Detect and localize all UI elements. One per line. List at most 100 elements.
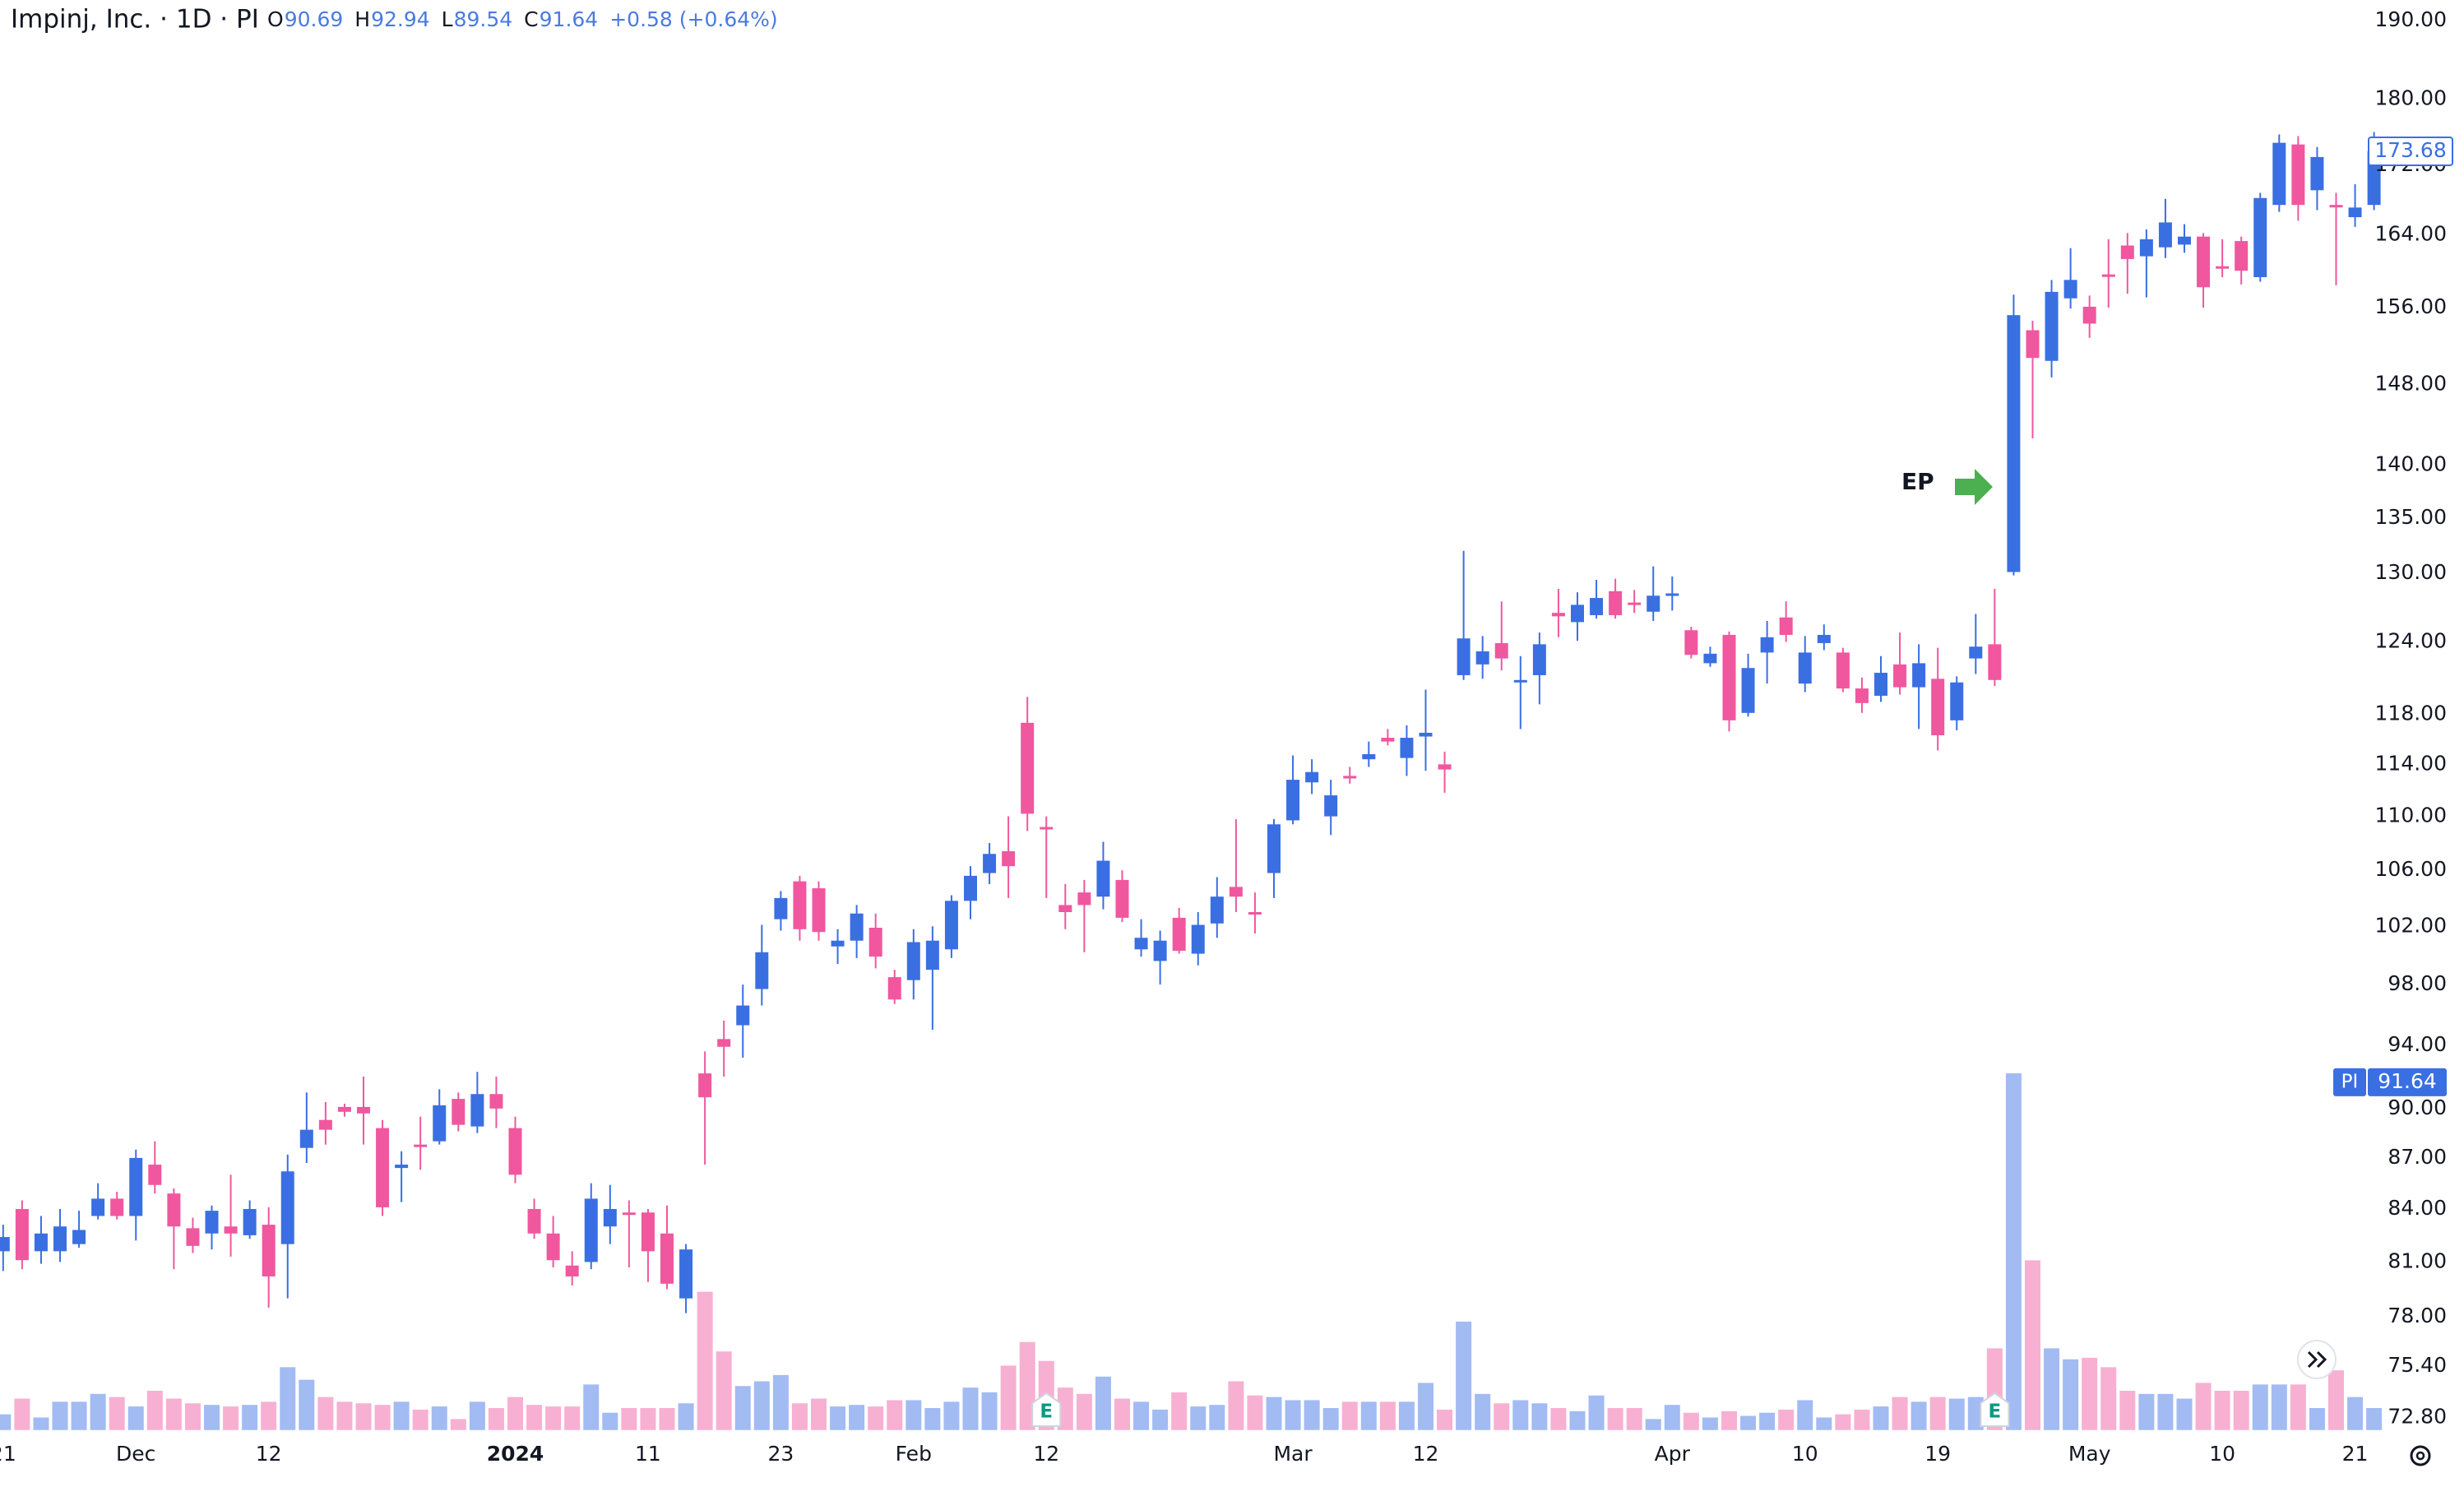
symbol-box <box>2333 1068 2366 1096</box>
volume-bar <box>1911 1401 1927 1430</box>
y-tick-label: 90.00 <box>2388 1096 2447 1119</box>
candle-body <box>1058 905 1072 913</box>
candle-body <box>906 942 920 980</box>
volume-bar <box>734 1386 751 1430</box>
candle-body <box>679 1249 693 1299</box>
volume-bar <box>1948 1398 1965 1430</box>
volume-bar <box>962 1387 979 1430</box>
candle-body <box>1836 652 1850 689</box>
candle-body <box>243 1209 257 1235</box>
volume-bar <box>2138 1393 2155 1430</box>
y-tick-label: 135.00 <box>2375 505 2447 529</box>
candle-body <box>1305 771 1319 783</box>
candle-body <box>1741 668 1755 713</box>
scroll-button[interactable] <box>2297 1340 2337 1379</box>
y-tick-label: 118.00 <box>2375 701 2447 725</box>
candle-body <box>1551 613 1565 617</box>
settings-icon[interactable] <box>2410 1445 2431 1466</box>
volume-bar <box>1721 1411 1737 1430</box>
candle-body <box>850 913 864 941</box>
volume-bar <box>2309 1408 2325 1430</box>
candle-body <box>963 875 977 901</box>
candle-body <box>1647 595 1660 612</box>
candle-body <box>262 1225 276 1276</box>
axes: EE190.00180.00172.00164.00156.00148.0014… <box>0 7 2453 1466</box>
volume-bar <box>507 1397 524 1430</box>
volume-bar <box>1494 1403 1510 1430</box>
volume-bar <box>1398 1401 1415 1430</box>
candle-body <box>944 901 958 950</box>
volume-bar <box>184 1403 201 1430</box>
candle-body <box>2177 236 2191 245</box>
volume-bar <box>1247 1395 1263 1430</box>
volume-bar <box>545 1406 562 1430</box>
candle-body <box>110 1198 124 1216</box>
price-label: 91.64 <box>2378 1069 2437 1093</box>
volume-bar <box>165 1398 182 1430</box>
candle-body <box>1817 634 1831 643</box>
volume-bar <box>1228 1381 1244 1430</box>
volume-bar <box>1114 1398 1130 1430</box>
candle-body <box>452 1099 465 1125</box>
candle-body <box>1873 673 1887 696</box>
volume-bar <box>1304 1400 1320 1430</box>
candle-body <box>1931 679 1945 735</box>
volume-bar <box>1797 1400 1813 1430</box>
volume-bar <box>1341 1401 1358 1430</box>
x-tick-label: 12 <box>1033 1442 1059 1466</box>
volume-bar <box>1626 1408 1642 1430</box>
symbol-label: PI <box>2341 1071 2359 1092</box>
x-tick-label: 21 <box>0 1442 16 1466</box>
y-tick-label: 110.00 <box>2375 804 2447 827</box>
candle-body <box>1628 602 1642 605</box>
last-price-box <box>2368 136 2453 166</box>
candle-body <box>2063 280 2077 299</box>
legend-value: 92.94 <box>371 7 430 31</box>
volume-bar <box>1437 1409 1453 1430</box>
volume-bar <box>1190 1406 1207 1430</box>
candle-body <box>34 1233 48 1252</box>
x-tick-label: 2024 <box>487 1442 544 1466</box>
volume-bar <box>678 1403 694 1430</box>
legend-value: 91.64 <box>540 7 599 31</box>
candle-body <box>1988 644 2002 680</box>
volume-bar <box>697 1291 713 1430</box>
settings-button[interactable] <box>2410 1445 2431 1466</box>
volume-bar <box>2024 1260 2040 1430</box>
candle-body <box>1532 644 1546 675</box>
candle-body <box>1760 637 1774 653</box>
candle-body <box>698 1073 712 1098</box>
candle-body <box>318 1119 332 1130</box>
y-tick-label: 78.00 <box>2388 1304 2447 1327</box>
volume-bar <box>811 1398 827 1430</box>
volume-bar <box>1835 1414 1851 1430</box>
last-price-label: 173.68 <box>2374 138 2446 162</box>
volume-bar <box>317 1397 334 1430</box>
candle-body <box>983 854 997 873</box>
candle-body <box>433 1105 447 1142</box>
candle-body <box>91 1198 105 1216</box>
x-tick-label: 10 <box>1792 1442 1818 1466</box>
candle-body <box>887 977 901 1000</box>
candle-body <box>2120 245 2134 259</box>
volume-bar <box>1683 1412 1699 1430</box>
volume-bar <box>1512 1400 1529 1430</box>
volume-bar <box>1417 1383 1433 1430</box>
volume-bar <box>71 1401 87 1430</box>
candle-body <box>129 1157 143 1216</box>
candle-body <box>1665 593 1679 596</box>
candle-body <box>1021 722 1035 814</box>
candle-body <box>470 1094 484 1127</box>
volume-bar <box>1152 1409 1169 1430</box>
candle-body <box>1400 738 1414 758</box>
legend-value: O <box>267 7 284 31</box>
volume-bar <box>659 1408 675 1430</box>
candle-body <box>1040 827 1054 830</box>
y-tick-label: 98.00 <box>2388 971 2447 995</box>
candle-body <box>1115 879 1129 918</box>
volume-bar <box>849 1405 865 1430</box>
volume-bar <box>1322 1408 1339 1430</box>
legend-header: Impinj, Inc. · 1D · PI O 90.69 H 92.94 L 89.5… <box>11 5 778 35</box>
candle-body <box>565 1265 579 1276</box>
